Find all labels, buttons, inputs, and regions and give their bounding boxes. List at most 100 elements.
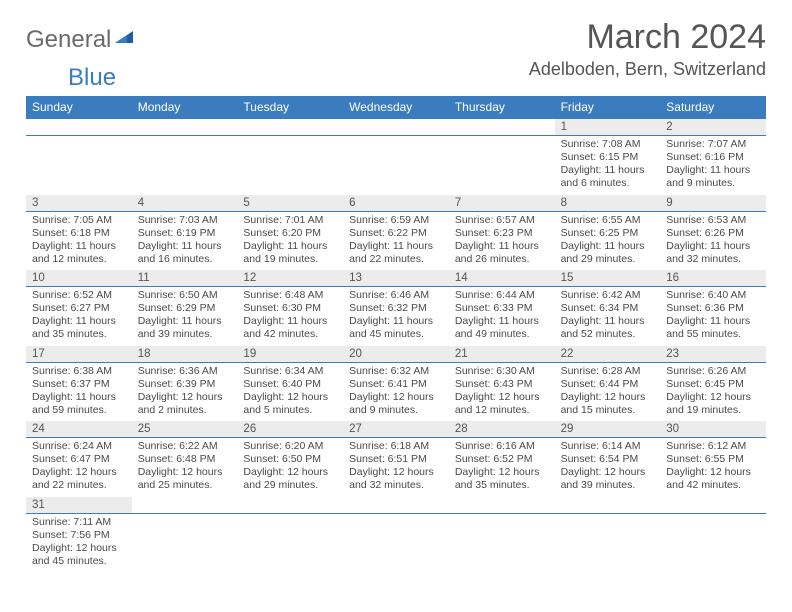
day-info-line: Daylight: 11 hours: [455, 240, 549, 253]
day-info-line: Sunset: 6:44 PM: [561, 378, 655, 391]
day-info-line: Sunset: 6:33 PM: [455, 302, 549, 315]
day-info-line: Daylight: 12 hours: [561, 466, 655, 479]
day-cell: [237, 514, 343, 573]
daynum-row: 31: [26, 497, 766, 514]
daynum-cell: 2: [660, 119, 766, 135]
day-info-line: Sunset: 6:45 PM: [666, 378, 760, 391]
day-info-line: Sunset: 6:27 PM: [32, 302, 126, 315]
dow-cell: Monday: [132, 96, 238, 119]
day-info-line: and 9 minutes.: [666, 177, 760, 190]
day-info-line: Daylight: 12 hours: [561, 391, 655, 404]
day-cell: Sunrise: 6:18 AMSunset: 6:51 PMDaylight:…: [343, 438, 449, 497]
week-row: Sunrise: 7:08 AMSunset: 6:15 PMDaylight:…: [26, 136, 766, 195]
day-cell: Sunrise: 6:40 AMSunset: 6:36 PMDaylight:…: [660, 287, 766, 346]
day-cell: Sunrise: 6:42 AMSunset: 6:34 PMDaylight:…: [555, 287, 661, 346]
day-info-line: Sunset: 6:40 PM: [243, 378, 337, 391]
day-info-line: Daylight: 11 hours: [561, 315, 655, 328]
day-cell: [343, 136, 449, 195]
daynum-cell: [343, 497, 449, 513]
day-info-line: and 55 minutes.: [666, 328, 760, 341]
day-info-line: Sunrise: 6:22 AM: [138, 440, 232, 453]
day-info-line: and 42 minutes.: [666, 479, 760, 492]
daynum-row: 17181920212223: [26, 346, 766, 363]
day-info-line: Daylight: 11 hours: [138, 315, 232, 328]
day-info-line: Sunrise: 6:57 AM: [455, 214, 549, 227]
daynum-cell: 14: [449, 270, 555, 286]
daynum-cell: 9: [660, 195, 766, 211]
day-info-line: Sunrise: 6:59 AM: [349, 214, 443, 227]
day-info-line: Sunset: 6:41 PM: [349, 378, 443, 391]
day-info-line: and 35 minutes.: [32, 328, 126, 341]
day-info-line: Daylight: 12 hours: [666, 391, 760, 404]
day-cell: [343, 514, 449, 573]
daynum-row: 3456789: [26, 195, 766, 212]
day-info-line: Sunrise: 6:44 AM: [455, 289, 549, 302]
day-info-line: Daylight: 12 hours: [138, 391, 232, 404]
daynum-cell: 1: [555, 119, 661, 135]
day-cell: [660, 514, 766, 573]
day-info-line: Daylight: 12 hours: [138, 466, 232, 479]
day-info-line: Daylight: 12 hours: [243, 391, 337, 404]
dow-cell: Tuesday: [237, 96, 343, 119]
day-info-line: and 22 minutes.: [349, 253, 443, 266]
day-info-line: and 19 minutes.: [243, 253, 337, 266]
day-info-line: and 9 minutes.: [349, 404, 443, 417]
daynum-cell: 24: [26, 421, 132, 437]
day-info-line: Daylight: 12 hours: [32, 542, 126, 555]
daynum-cell: 3: [26, 195, 132, 211]
day-info-line: and 5 minutes.: [243, 404, 337, 417]
day-info-line: and 39 minutes.: [561, 479, 655, 492]
day-info-line: and 26 minutes.: [455, 253, 549, 266]
day-info-line: Sunrise: 7:01 AM: [243, 214, 337, 227]
day-info-line: Sunset: 6:23 PM: [455, 227, 549, 240]
flag-icon: [115, 26, 137, 54]
calendar: SundayMondayTuesdayWednesdayThursdayFrid…: [26, 96, 766, 572]
daynum-cell: 21: [449, 346, 555, 362]
day-info-line: Sunset: 6:47 PM: [32, 453, 126, 466]
day-info-line: Daylight: 12 hours: [349, 391, 443, 404]
daynum-cell: 8: [555, 195, 661, 211]
day-info-line: and 2 minutes.: [138, 404, 232, 417]
daynum-row: 12: [26, 119, 766, 136]
day-cell: Sunrise: 7:05 AMSunset: 6:18 PMDaylight:…: [26, 212, 132, 271]
dow-cell: Wednesday: [343, 96, 449, 119]
day-info-line: Sunrise: 6:14 AM: [561, 440, 655, 453]
daynum-cell: 16: [660, 270, 766, 286]
day-info-line: Daylight: 11 hours: [243, 315, 337, 328]
day-cell: Sunrise: 7:11 AMSunset: 7:56 PMDaylight:…: [26, 514, 132, 573]
dow-header-row: SundayMondayTuesdayWednesdayThursdayFrid…: [26, 96, 766, 119]
day-info-line: Sunset: 6:52 PM: [455, 453, 549, 466]
day-cell: Sunrise: 6:48 AMSunset: 6:30 PMDaylight:…: [237, 287, 343, 346]
day-info-line: and 12 minutes.: [32, 253, 126, 266]
daynum-cell: 19: [237, 346, 343, 362]
dow-cell: Friday: [555, 96, 661, 119]
day-cell: Sunrise: 7:03 AMSunset: 6:19 PMDaylight:…: [132, 212, 238, 271]
day-cell: [555, 514, 661, 573]
day-cell: [26, 136, 132, 195]
logo: General: [26, 18, 137, 54]
day-info-line: Sunrise: 7:07 AM: [666, 138, 760, 151]
day-info-line: Daylight: 11 hours: [349, 315, 443, 328]
day-info-line: and 59 minutes.: [32, 404, 126, 417]
day-info-line: Sunset: 6:20 PM: [243, 227, 337, 240]
daynum-cell: 31: [26, 497, 132, 513]
day-info-line: Daylight: 12 hours: [666, 466, 760, 479]
daynum-cell: 28: [449, 421, 555, 437]
day-info-line: Sunrise: 6:16 AM: [455, 440, 549, 453]
daynum-cell: [449, 497, 555, 513]
day-info-line: Sunset: 7:56 PM: [32, 529, 126, 542]
day-info-line: and 39 minutes.: [138, 328, 232, 341]
day-info-line: Sunset: 6:22 PM: [349, 227, 443, 240]
daynum-cell: 15: [555, 270, 661, 286]
dow-cell: Thursday: [449, 96, 555, 119]
daynum-cell: [237, 119, 343, 135]
day-info-line: Daylight: 11 hours: [455, 315, 549, 328]
day-info-line: and 42 minutes.: [243, 328, 337, 341]
day-info-line: Sunset: 6:18 PM: [32, 227, 126, 240]
week-row: Sunrise: 6:24 AMSunset: 6:47 PMDaylight:…: [26, 438, 766, 497]
daynum-cell: 27: [343, 421, 449, 437]
daynum-row: 24252627282930: [26, 421, 766, 438]
day-cell: Sunrise: 6:55 AMSunset: 6:25 PMDaylight:…: [555, 212, 661, 271]
day-cell: Sunrise: 7:01 AMSunset: 6:20 PMDaylight:…: [237, 212, 343, 271]
day-info-line: Daylight: 12 hours: [455, 391, 549, 404]
